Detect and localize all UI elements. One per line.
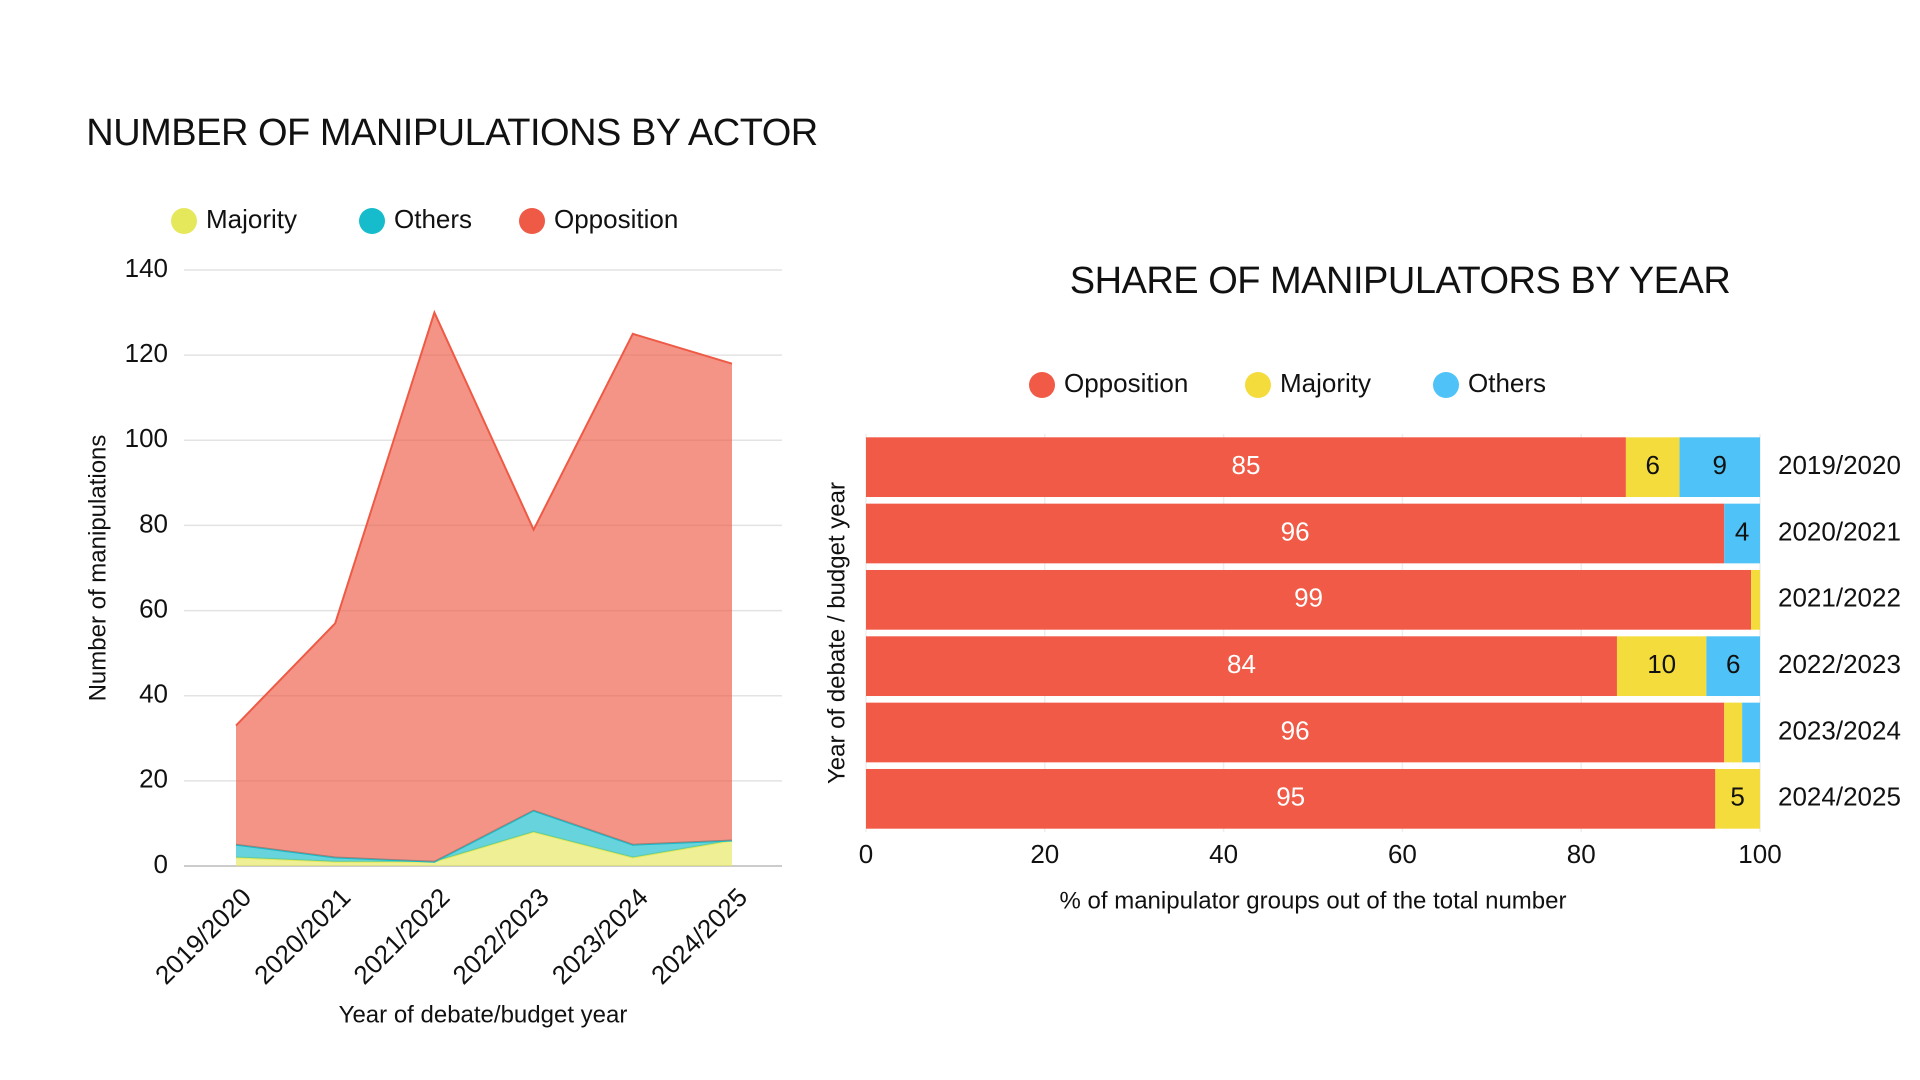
data-label: 95 [1276, 782, 1305, 812]
data-label: 96 [1281, 715, 1310, 745]
x-tick-label: 60 [1388, 839, 1417, 869]
legend-label: Others [1468, 368, 1546, 398]
y-tick-label: 60 [139, 593, 168, 623]
bar-segment [1625, 437, 1680, 498]
y-axis-title: Number of manipulations [84, 435, 111, 702]
x-tick-label: 2024/2025 [645, 882, 753, 990]
y-tick-label: 100 [125, 423, 168, 453]
bar-segment [1724, 503, 1760, 564]
data-label: 84 [1227, 649, 1256, 679]
data-label: 9 [1713, 450, 1727, 480]
x-tick-label: 2023/2024 [546, 882, 654, 990]
y-tick-label: 0 [154, 849, 168, 879]
area-line [235, 830, 733, 863]
data-label: 6 [1645, 450, 1659, 480]
x-tick-label: 80 [1567, 839, 1596, 869]
y-tick-label: 2023/2024 [1778, 715, 1901, 745]
y-tick-label: 2021/2022 [1778, 583, 1901, 613]
x-tick-label: 2022/2023 [447, 882, 555, 990]
bar-segment [1742, 702, 1760, 763]
bar-segment [1616, 636, 1707, 697]
bar-segment [1724, 702, 1743, 763]
bar-segment [1715, 768, 1760, 829]
legend-label: Opposition [1064, 368, 1188, 398]
data-label: 10 [1647, 649, 1676, 679]
bar-segment [866, 702, 1725, 763]
x-tick-label: 2021/2022 [347, 882, 455, 990]
legend-swatch [519, 208, 545, 234]
data-label: 85 [1231, 450, 1260, 480]
legend-swatch [171, 208, 197, 234]
chart-title: NUMBER OF MANIPULATIONS BY ACTOR [86, 112, 817, 154]
bar-segment [866, 437, 1626, 498]
y-tick-label: 20 [139, 764, 168, 794]
y-tick-label: 40 [139, 679, 168, 709]
x-axis-title: % of manipulator groups out of the total… [1060, 887, 1567, 914]
legend-label: Majority [206, 204, 297, 234]
y-tick-label: 2024/2025 [1778, 782, 1901, 812]
y-tick-label: 2020/2021 [1778, 516, 1901, 546]
data-label: 99 [1294, 583, 1323, 613]
legend-label: Majority [1280, 368, 1371, 398]
bar-segment [1679, 437, 1760, 498]
y-tick-label: 2022/2023 [1778, 649, 1901, 679]
area [236, 312, 732, 862]
area-line [235, 309, 733, 727]
bar-segment [866, 569, 1752, 630]
x-tick-label: 100 [1738, 839, 1781, 869]
data-label: 6 [1726, 649, 1740, 679]
bar-segment [866, 503, 1725, 564]
legend-swatch [1029, 372, 1055, 398]
y-tick-label: 120 [125, 338, 168, 368]
legend-swatch [1433, 372, 1459, 398]
x-tick-label: 2020/2021 [248, 882, 356, 990]
x-axis-title: Year of debate/budget year [339, 1001, 628, 1028]
bar-segment [1751, 569, 1760, 630]
data-label: 5 [1730, 782, 1744, 812]
legend-label: Opposition [554, 204, 678, 234]
x-tick-label: 0 [859, 839, 873, 869]
legend-swatch [359, 208, 385, 234]
data-label: 4 [1735, 516, 1749, 546]
bar-segment [866, 636, 1617, 697]
data-label: 96 [1281, 516, 1310, 546]
legend-label: Others [394, 204, 472, 234]
area [236, 831, 732, 866]
x-tick-label: 20 [1030, 839, 1059, 869]
bar-segment [1706, 636, 1760, 697]
x-tick-label: 40 [1209, 839, 1238, 869]
chart-title: SHARE OF MANIPULATORS BY YEAR [1070, 260, 1731, 302]
y-tick-label: 2019/2020 [1778, 450, 1901, 480]
legend-swatch [1245, 372, 1271, 398]
y-tick-label: 80 [139, 508, 168, 538]
x-tick-label: 2019/2020 [149, 882, 257, 990]
bar-segment [866, 768, 1716, 829]
y-tick-label: 140 [125, 253, 168, 283]
y-axis-title: Year of debate / budget year [823, 482, 850, 784]
